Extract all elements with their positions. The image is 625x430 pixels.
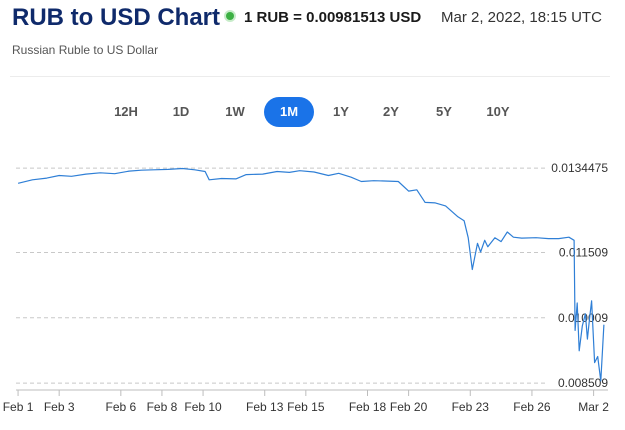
range-button-1y[interactable]: 1Y (333, 104, 349, 119)
range-button-1w[interactable]: 1W (225, 104, 245, 119)
x-tick-label: Feb 15 (287, 400, 325, 414)
x-axis: Feb 1 Feb 3 Feb 6 Feb 8 Feb 10 Feb 13 Feb 15 Fe… (3, 389, 609, 414)
x-tick-label: Mar 2 (578, 400, 609, 414)
header: RUB to USD Chart 1 RUB = 0.00981513 USD … (10, 2, 620, 36)
y-tick-label: 0.011509 (559, 246, 608, 260)
line-layer (17, 167, 605, 382)
range-button-12h[interactable]: 12H (114, 104, 138, 119)
x-tick-label: Feb 10 (184, 400, 222, 414)
y-tick-label: 0.010009 (558, 311, 608, 325)
range-button-1m[interactable]: 1M (264, 97, 314, 127)
x-tick-label: Feb 13 (246, 400, 284, 414)
live-indicator-icon (226, 12, 234, 20)
range-button-10y[interactable]: 10Y (486, 104, 510, 119)
y-tick-label: 0.008509 (558, 376, 608, 390)
x-tick-label: Feb 23 (452, 400, 490, 414)
range-button-2y[interactable]: 2Y (383, 104, 399, 119)
grid-layer: 0.0134475 0.011509 0.010009 0.008509 (16, 161, 608, 390)
x-tick-label: Feb 1 (3, 400, 34, 414)
page-subtitle: Russian Ruble to US Dollar (12, 43, 159, 57)
exchange-rate: 1 RUB = 0.00981513 USD (244, 9, 422, 26)
page-title: RUB to USD Chart (12, 4, 220, 31)
range-button-1d[interactable]: 1D (172, 104, 190, 119)
x-tick-label: Feb 3 (44, 400, 75, 414)
x-tick-label: Feb 6 (105, 400, 136, 414)
rate-timestamp: Mar 2, 2022, 18:15 UTC (441, 9, 602, 26)
x-tick-label: Feb 18 (349, 400, 387, 414)
range-button-5y[interactable]: 5Y (436, 104, 452, 119)
x-tick-label: Feb 8 (147, 400, 178, 414)
divider (10, 76, 610, 77)
x-tick-label: Feb 26 (513, 400, 551, 414)
time-range-selector: 12H 1D 1W 1M 1Y 2Y 5Y 10Y (0, 97, 625, 127)
x-tick-label: Feb 20 (390, 400, 428, 414)
rate-series-line (17, 167, 605, 382)
y-tick-label: 0.0134475 (551, 161, 608, 175)
